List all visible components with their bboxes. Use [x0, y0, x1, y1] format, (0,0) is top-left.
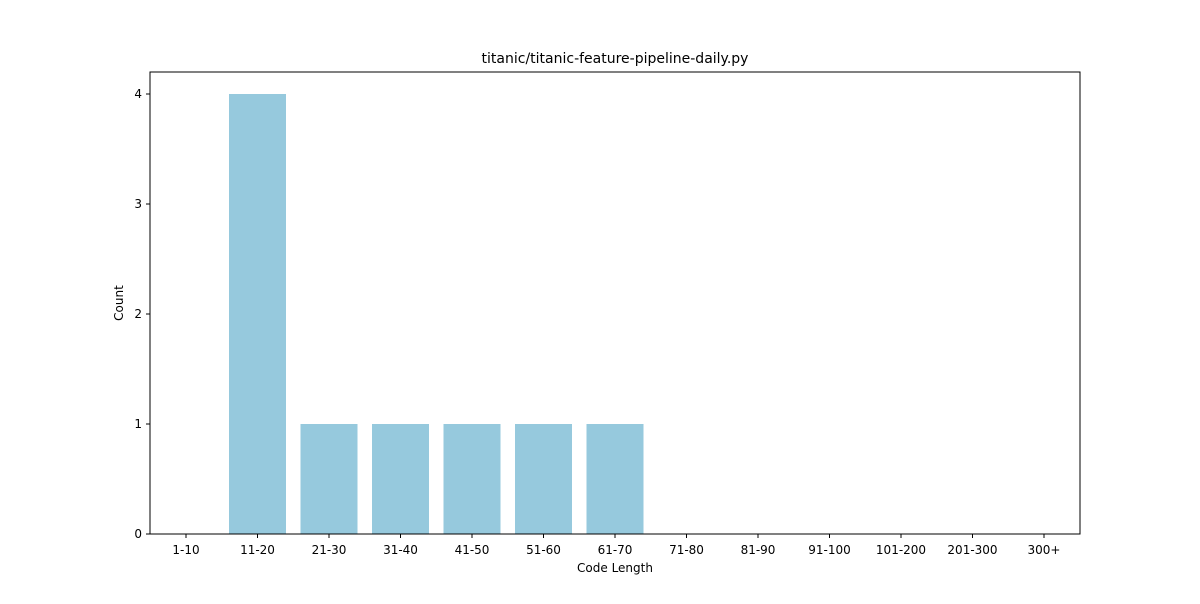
x-tick-label: 71-80: [669, 543, 704, 557]
bar-51-60: [515, 424, 572, 534]
x-tick-label: 21-30: [312, 543, 347, 557]
plot-frame: [149, 71, 1081, 535]
x-tick-label: 31-40: [383, 543, 418, 557]
bar-21-30: [300, 424, 358, 534]
y-tick-label: 3: [134, 197, 142, 211]
bar-41-50: [443, 424, 501, 534]
x-tick-label: 81-90: [741, 543, 776, 557]
x-tick-label: 101-200: [876, 543, 926, 557]
x-tick-label: 11-20: [240, 543, 275, 557]
x-axis-ticks: 1-10 11-20 21-30 31-40 41-50 51-60 61-70 71-80 8…: [172, 534, 1060, 557]
bar-61-70: [586, 424, 644, 534]
x-tick-label: 41-50: [455, 543, 490, 557]
x-tick-label: 300+: [1028, 543, 1061, 557]
y-axis-ticks: 0 1 2 3 4: [134, 87, 150, 541]
bars-layer: [229, 94, 644, 534]
y-tick-label: 4: [134, 87, 142, 101]
y-tick-label: 2: [134, 307, 142, 321]
x-tick-label: 61-70: [598, 543, 633, 557]
x-tick-label: 1-10: [172, 543, 199, 557]
y-tick-label: 1: [134, 417, 142, 431]
y-axis-label: Count: [112, 285, 126, 321]
x-tick-label: 201-300: [947, 543, 997, 557]
x-tick-label: 91-100: [808, 543, 851, 557]
y-tick-label: 0: [134, 527, 142, 541]
x-axis-label: Code Length: [577, 561, 653, 575]
chart-title: titanic/titanic-feature-pipeline-daily.p…: [482, 51, 749, 67]
bar-11-20: [229, 94, 286, 534]
bar-31-40: [372, 424, 429, 534]
x-tick-label: 51-60: [526, 543, 561, 557]
